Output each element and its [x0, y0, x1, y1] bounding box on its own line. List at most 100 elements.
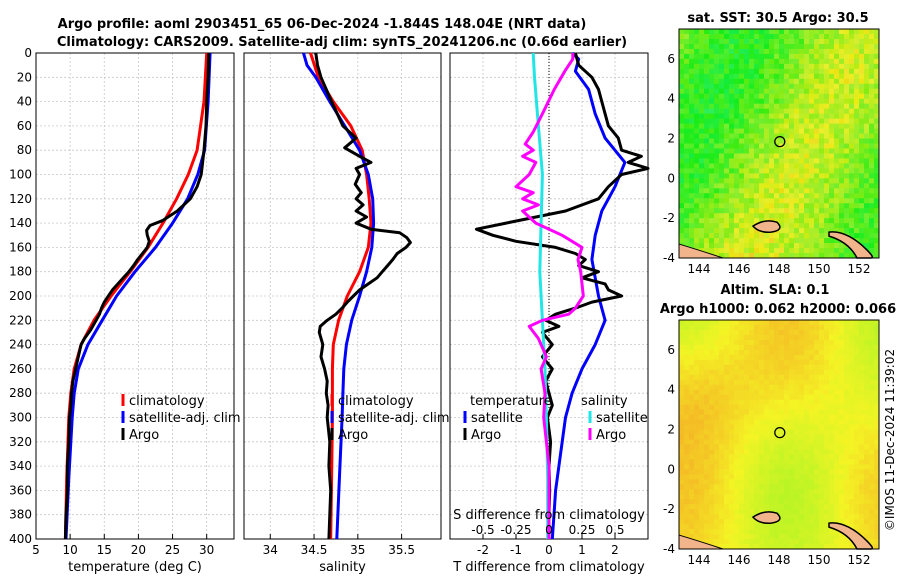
y-tick-label: 240 — [9, 338, 32, 352]
legend-label: Argo — [338, 428, 368, 443]
map-y-tick-label: 2 — [667, 423, 675, 437]
panel-temperature: 5 10 15 20 25 3002040608010012014016018020022… — [9, 46, 241, 575]
x-tick-label-top: -0.25 — [500, 523, 531, 537]
map-x-tick-label: 148 — [768, 553, 791, 567]
map-x-tick-label: 144 — [688, 262, 711, 276]
map-box — [678, 319, 880, 550]
x-tick-label: 5 — [32, 543, 40, 557]
x-tick-label: -1 — [510, 543, 522, 557]
x-axis-label: temperature (deg C) — [68, 560, 202, 575]
y-tick-label: 260 — [9, 362, 32, 376]
y-tick-label: 220 — [9, 313, 32, 327]
x-tick-label: 15 — [97, 543, 112, 557]
x-axis-label: T difference from climatology — [452, 560, 645, 575]
x-tick-label-top: -0.5 — [471, 523, 494, 537]
legend-label: Argo — [471, 428, 501, 443]
map-x-tick-label: 146 — [728, 553, 751, 567]
legend-label: Argo — [596, 428, 626, 443]
y-tick-label: 60 — [17, 119, 32, 133]
map-x-tick-label: 150 — [808, 262, 831, 276]
panel-difference: -2 -1 0 1 2 T difference from climatology S di… — [449, 51, 650, 575]
x-tick-label: 10 — [62, 543, 77, 557]
map-y-tick-label: -2 — [663, 211, 675, 225]
x-tick-label: 34.5 — [301, 543, 328, 557]
title-line-1: Argo profile: aoml 2903451_65 06-Dec-202… — [58, 17, 587, 32]
y-tick-label: 360 — [9, 483, 32, 497]
legend-label: climatology — [129, 394, 205, 409]
legend-label: satellite-adj. clim — [338, 411, 450, 426]
legend-label: satellite — [471, 411, 523, 426]
island-new-ireland — [828, 231, 874, 259]
y-tick-label: 0 — [24, 46, 32, 60]
y-tick-label: 180 — [9, 265, 32, 279]
x-axis-label: salinity — [319, 560, 366, 575]
map-y-tick-label: 4 — [667, 383, 675, 397]
map-y-tick-label: 0 — [667, 462, 675, 476]
y-tick-label: 20 — [17, 70, 32, 84]
legend-label: Argo — [129, 428, 159, 443]
legend-label: climatology — [338, 394, 414, 409]
x-tick-label-top: 0.25 — [569, 523, 596, 537]
map-x-tick-label: 152 — [848, 553, 871, 567]
legend-title-temperature: temperature — [470, 394, 552, 409]
argo-location-marker — [774, 426, 786, 439]
y-tick-label: 40 — [17, 95, 32, 109]
x-tick-label: 0 — [545, 543, 553, 557]
y-tick-label: 120 — [9, 192, 32, 206]
map-y-tick-label: -4 — [663, 251, 675, 265]
y-tick-label: 200 — [9, 289, 32, 303]
sla-map-title-2: Argo h1000: 0.062 h2000: 0.066 — [660, 302, 896, 317]
series-t-satellite — [550, 51, 627, 540]
x-axis-label-top: S difference from climatology — [453, 508, 645, 523]
x-tick-label: -2 — [477, 543, 489, 557]
x-tick-label: 35.5 — [388, 543, 415, 557]
island-manus — [751, 220, 781, 233]
map-x-tick-label: 146 — [728, 262, 751, 276]
island-manus — [751, 511, 781, 524]
island-new-ireland — [828, 522, 874, 550]
legend-title-salinity: salinity — [581, 394, 628, 409]
panel-sla-map: 144 146 148 150 152 -4 -2 0 2 4 6 Altim. SLA: 0.1 Ar… — [660, 283, 896, 567]
y-tick-label: 160 — [9, 240, 32, 254]
sla-map-title-1: Altim. SLA: 0.1 — [721, 283, 830, 298]
map-y-tick-label: 6 — [667, 343, 675, 357]
x-tick-label: 30 — [199, 543, 214, 557]
y-tick-label: 320 — [9, 435, 32, 449]
series-s-argo — [514, 53, 585, 539]
x-tick-label-top: 0 — [545, 523, 553, 537]
axes-box — [35, 52, 235, 540]
axes-box — [243, 52, 442, 540]
map-y-tick-label: 0 — [667, 171, 675, 185]
legend-label: satellite — [596, 411, 648, 426]
x-tick-label: 25 — [165, 543, 180, 557]
argo-location-marker — [774, 135, 786, 148]
map-box — [678, 28, 880, 259]
map-y-tick-label: -4 — [663, 542, 675, 556]
x-tick-label: 34 — [263, 543, 278, 557]
y-tick-label: 140 — [9, 216, 32, 230]
map-y-tick-label: -2 — [663, 502, 675, 516]
y-tick-label: 340 — [9, 459, 32, 473]
map-x-tick-label: 152 — [848, 262, 871, 276]
y-tick-label: 280 — [9, 386, 32, 400]
series-argo — [314, 52, 412, 540]
footer-timestamp: ©IMOS 11-Dec-2024 11:39:02 — [883, 349, 897, 531]
x-tick-label: 35 — [350, 543, 365, 557]
x-tick-label-top: 0.5 — [605, 523, 624, 537]
x-tick-label: 2 — [611, 543, 619, 557]
map-y-tick-label: 4 — [667, 92, 675, 106]
y-tick-label: 300 — [9, 411, 32, 425]
map-x-tick-label: 150 — [808, 553, 831, 567]
sst-map-title: sat. SST: 30.5 Argo: 30.5 — [687, 11, 868, 26]
y-tick-label: 100 — [9, 168, 32, 182]
y-tick-label: 80 — [17, 143, 32, 157]
series-satellite — [302, 52, 376, 540]
title-line-2: Climatology: CARS2009. Satellite-adj cli… — [57, 35, 627, 50]
x-tick-label: 1 — [578, 543, 586, 557]
map-x-tick-label: 148 — [768, 262, 791, 276]
x-tick-label: 20 — [131, 543, 146, 557]
y-tick-label: 380 — [9, 508, 32, 522]
legend-label: satellite-adj. clim — [129, 411, 241, 426]
panel-sst-map: 144 146 148 150 152 -4 -2 0 2 4 6 sat. SST: 30.5 Ar… — [663, 11, 880, 276]
